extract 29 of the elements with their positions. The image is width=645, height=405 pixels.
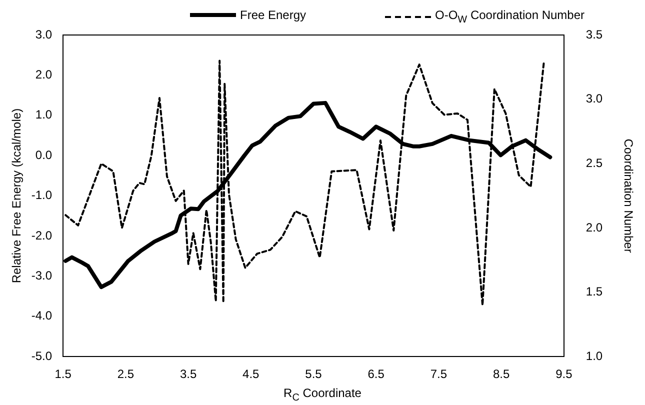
y2-tick-label: 2.5 bbox=[586, 156, 603, 170]
legend-label: Free Energy bbox=[240, 8, 306, 22]
x-tick-label: 4.5 bbox=[242, 367, 260, 382]
x-tick-label: 8.5 bbox=[492, 367, 510, 382]
y2-tick-label: 2.0 bbox=[586, 220, 603, 234]
y-tick-label: 3.0 bbox=[35, 27, 52, 42]
x-tick-label: 2.5 bbox=[117, 367, 134, 382]
y-tick-label: -2.0 bbox=[31, 228, 52, 242]
y-tick-label: 1.0 bbox=[35, 108, 52, 122]
y-tick-label: 2.0 bbox=[35, 68, 52, 82]
x-tick-label: 5.5 bbox=[305, 367, 322, 382]
x-tick-label: 7.5 bbox=[430, 367, 448, 382]
y-tick-label: -1.0 bbox=[31, 188, 52, 202]
y-tick-label: 0.0 bbox=[35, 148, 52, 162]
y2-tick-label: 3.5 bbox=[586, 27, 603, 42]
x-tick-label: 1.5 bbox=[54, 367, 72, 382]
y-tick-label: -3.0 bbox=[31, 268, 52, 283]
y-tick-label: -5.0 bbox=[31, 348, 52, 363]
x-tick-label: 9.5 bbox=[556, 367, 573, 382]
y-tick-label: -4.0 bbox=[31, 308, 52, 323]
x-axis-title: R$_{C}$ Coordinate bbox=[282, 386, 362, 404]
y-axis-title: Relative Free Energy (kcal/mole) bbox=[10, 108, 24, 284]
y2-tick-label: 1.0 bbox=[586, 348, 603, 363]
y2-tick-label: 1.5 bbox=[586, 284, 603, 299]
x-tick-label: 6.5 bbox=[368, 367, 385, 382]
y2-tick-label: 3.0 bbox=[586, 92, 603, 106]
x-tick-label: 3.5 bbox=[180, 367, 197, 382]
legend-label: O-O$_{W}$ Coordination Number bbox=[435, 8, 585, 26]
y2-axis-title: Coordination Number bbox=[621, 138, 636, 253]
